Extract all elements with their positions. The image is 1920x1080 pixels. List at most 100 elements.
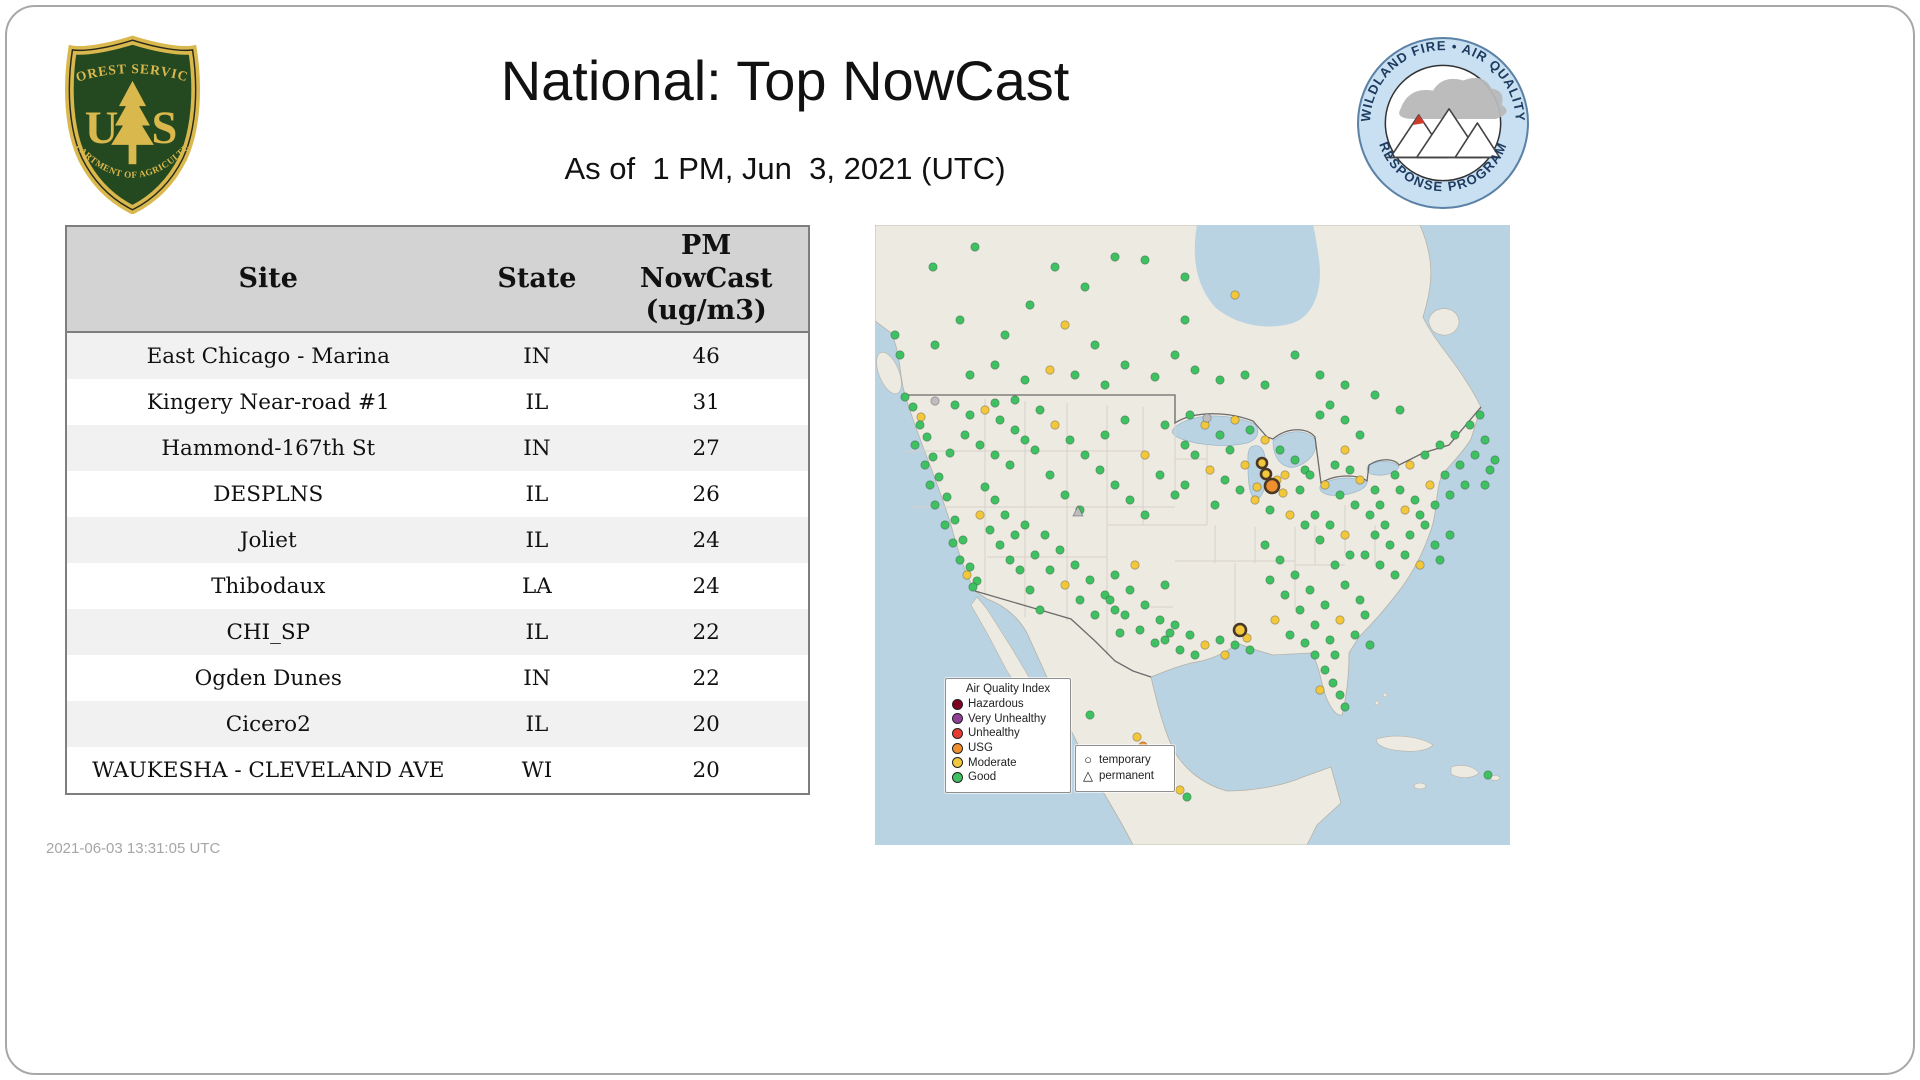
top-site-marker[interactable] <box>1255 456 1269 470</box>
monitor-marker[interactable] <box>1305 470 1315 480</box>
monitor-marker[interactable] <box>1355 430 1365 440</box>
monitor-marker[interactable] <box>1445 490 1455 500</box>
monitor-marker[interactable] <box>1470 450 1480 460</box>
monitor-marker[interactable] <box>962 570 972 580</box>
monitor-marker[interactable] <box>1250 495 1260 505</box>
monitor-marker[interactable] <box>895 350 905 360</box>
monitor-marker[interactable] <box>1015 565 1025 575</box>
monitor-marker[interactable] <box>1215 635 1225 645</box>
monitor-marker[interactable] <box>1120 415 1130 425</box>
monitor-marker[interactable] <box>1295 605 1305 615</box>
monitor-marker[interactable] <box>1360 610 1370 620</box>
monitor-marker[interactable] <box>1065 435 1075 445</box>
monitor-marker[interactable] <box>1375 560 1385 570</box>
monitor-marker[interactable] <box>965 562 975 572</box>
monitor-marker[interactable] <box>1230 415 1240 425</box>
monitor-marker[interactable] <box>1425 480 1435 490</box>
monitor-marker[interactable] <box>1252 482 1262 492</box>
monitor-marker[interactable] <box>1175 645 1185 655</box>
monitor-marker[interactable] <box>1265 505 1275 515</box>
monitor-marker[interactable] <box>1035 405 1045 415</box>
monitor-marker[interactable] <box>995 540 1005 550</box>
monitor-marker[interactable] <box>1025 300 1035 310</box>
monitor-marker[interactable] <box>1260 380 1270 390</box>
monitor-marker[interactable] <box>1115 628 1125 638</box>
monitor-marker[interactable] <box>1365 510 1375 520</box>
monitor-marker[interactable] <box>1280 590 1290 600</box>
monitor-marker[interactable] <box>1030 550 1040 560</box>
monitor-marker[interactable] <box>1150 372 1160 382</box>
monitor-marker[interactable] <box>1105 595 1115 605</box>
monitor-marker[interactable] <box>1140 450 1150 460</box>
monitor-marker[interactable] <box>920 460 930 470</box>
monitor-marker[interactable] <box>1020 375 1030 385</box>
monitor-marker[interactable] <box>1485 465 1495 475</box>
monitor-marker[interactable] <box>965 410 975 420</box>
monitor-marker[interactable] <box>1285 510 1295 520</box>
monitor-marker[interactable] <box>1215 375 1225 385</box>
monitor-marker[interactable] <box>1480 480 1490 490</box>
monitor-marker[interactable] <box>1245 425 1255 435</box>
permanent-monitor-marker[interactable] <box>1072 504 1084 517</box>
monitor-marker[interactable] <box>1110 480 1120 490</box>
monitor-marker[interactable] <box>1070 560 1080 570</box>
monitor-marker[interactable] <box>1200 640 1210 650</box>
monitor-marker[interactable] <box>1085 710 1095 720</box>
monitor-marker[interactable] <box>980 482 990 492</box>
monitor-marker[interactable] <box>1190 650 1200 660</box>
monitor-marker[interactable] <box>1125 495 1135 505</box>
monitor-marker[interactable] <box>1275 555 1285 565</box>
monitor-marker[interactable] <box>1210 500 1220 510</box>
monitor-marker[interactable] <box>950 515 960 525</box>
monitor-marker[interactable] <box>1005 555 1015 565</box>
monitor-marker[interactable] <box>1415 510 1425 520</box>
monitor-marker[interactable] <box>1240 460 1250 470</box>
monitor-marker[interactable] <box>1025 585 1035 595</box>
monitor-marker[interactable] <box>1125 585 1135 595</box>
monitor-marker[interactable] <box>1350 630 1360 640</box>
monitor-marker[interactable] <box>1315 685 1325 695</box>
monitor-marker[interactable] <box>968 582 978 592</box>
monitor-marker[interactable] <box>1455 460 1465 470</box>
monitor-marker[interactable] <box>1100 430 1110 440</box>
monitor-marker[interactable] <box>1000 510 1010 520</box>
monitor-marker[interactable] <box>1245 645 1255 655</box>
monitor-marker[interactable] <box>1275 445 1285 455</box>
monitor-marker[interactable] <box>1420 450 1430 460</box>
monitor-marker[interactable] <box>1420 520 1430 530</box>
monitor-marker[interactable] <box>1045 470 1055 480</box>
monitor-marker[interactable] <box>1375 500 1385 510</box>
monitor-marker[interactable] <box>1450 430 1460 440</box>
monitor-marker[interactable] <box>1400 505 1410 515</box>
monitor-marker[interactable] <box>1055 545 1065 555</box>
monitor-marker[interactable] <box>1095 465 1105 475</box>
monitor-marker[interactable] <box>1315 370 1325 380</box>
monitor-marker[interactable] <box>928 452 938 462</box>
monitor-marker[interactable] <box>1350 500 1360 510</box>
monitor-marker[interactable] <box>1120 610 1130 620</box>
monitor-marker[interactable] <box>930 340 940 350</box>
monitor-marker[interactable] <box>1260 540 1270 550</box>
monitor-marker[interactable] <box>1010 395 1020 405</box>
monitor-marker[interactable] <box>1395 485 1405 495</box>
monitor-marker[interactable] <box>1340 445 1350 455</box>
monitor-marker[interactable] <box>1430 500 1440 510</box>
monitor-marker[interactable] <box>990 360 1000 370</box>
monitor-marker[interactable] <box>990 450 1000 460</box>
monitor-marker[interactable] <box>1325 400 1335 410</box>
monitor-marker[interactable] <box>1090 610 1100 620</box>
monitor-marker[interactable] <box>955 315 965 325</box>
monitor-marker[interactable] <box>1315 410 1325 420</box>
monitor-marker[interactable] <box>1190 365 1200 375</box>
monitor-marker[interactable] <box>1110 252 1120 262</box>
monitor-marker[interactable] <box>1080 282 1090 292</box>
monitor-marker[interactable] <box>1328 678 1338 688</box>
monitor-marker[interactable] <box>908 402 918 412</box>
monitor-marker[interactable] <box>1360 550 1370 560</box>
monitor-marker[interactable] <box>1445 530 1455 540</box>
monitor-marker[interactable] <box>1335 490 1345 500</box>
monitor-marker[interactable] <box>1490 455 1500 465</box>
monitor-marker[interactable] <box>1278 488 1288 498</box>
monitor-marker[interactable] <box>1242 633 1252 643</box>
monitor-marker[interactable] <box>1265 575 1275 585</box>
